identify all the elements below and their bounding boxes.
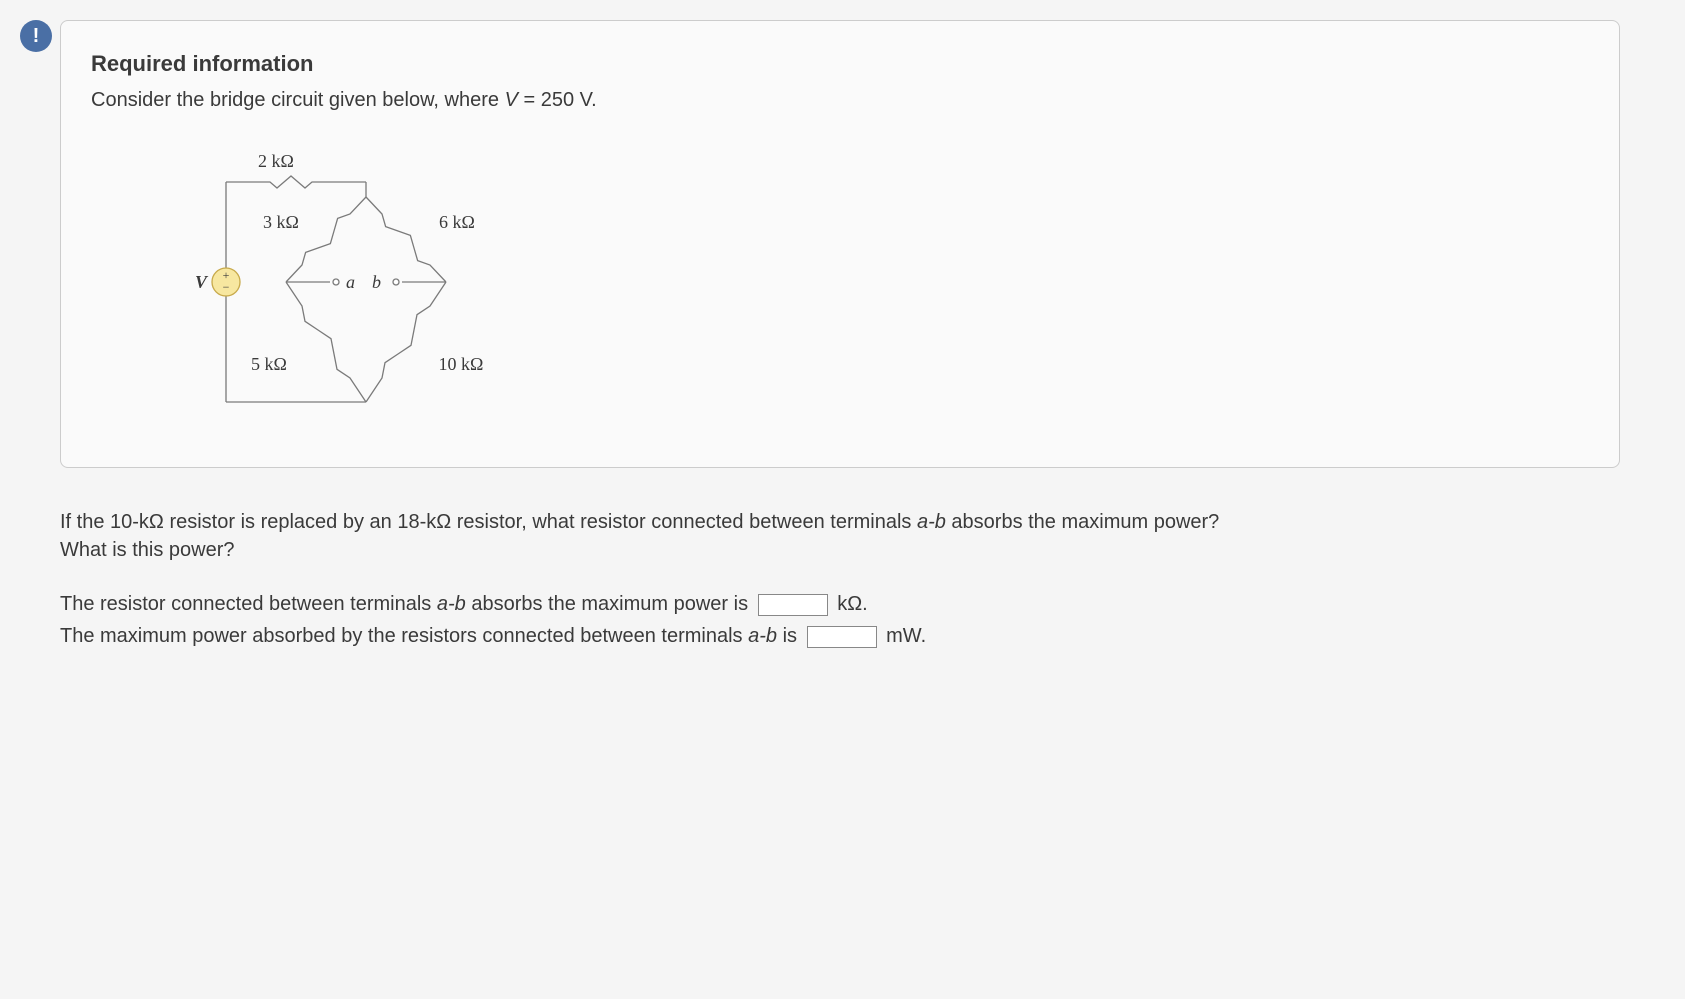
svg-text:V: V (195, 272, 209, 292)
alert-glyph: ! (33, 25, 40, 48)
desc-var: V (505, 89, 518, 111)
question-text: If the 10-kΩ resistor is replaced by an … (60, 508, 1620, 564)
svg-text:5 kΩ: 5 kΩ (251, 354, 287, 374)
svg-text:3 kΩ: 3 kΩ (263, 212, 299, 232)
q1a: If the 10-kΩ resistor is replaced by an … (60, 511, 917, 533)
svg-text:6 kΩ: 6 kΩ (439, 212, 475, 232)
svg-text:2 kΩ: 2 kΩ (258, 151, 294, 171)
ar-b: absorbs the maximum power is (466, 593, 754, 615)
desc-prefix: Consider the bridge circuit given below,… (91, 89, 505, 111)
svg-text:a: a (346, 272, 355, 292)
desc-eqv: = 250 V. (523, 89, 596, 111)
q2: What is this power? (60, 539, 235, 561)
alert-icon: ! (20, 20, 52, 52)
power-value-input[interactable] (807, 626, 877, 648)
card-description: Consider the bridge circuit given below,… (91, 89, 1589, 112)
resistor-value-input[interactable] (758, 594, 828, 616)
circuit-svg: +−V2 kΩ3 kΩ6 kΩ5 kΩ10 kΩab (121, 132, 541, 432)
circuit-diagram: +−V2 kΩ3 kΩ6 kΩ5 kΩ10 kΩab (121, 132, 1589, 437)
question-block: If the 10-kΩ resistor is replaced by an … (60, 508, 1620, 652)
q1b: absorbs the maximum power? (946, 511, 1219, 533)
ar-ital: a-b (437, 593, 466, 615)
svg-text:b: b (372, 272, 381, 292)
answer-resistor-line: The resistor connected between terminals… (60, 588, 1620, 620)
ap-a: The maximum power absorbed by the resist… (60, 625, 748, 647)
card-title: Required information (91, 51, 1589, 77)
svg-text:−: − (223, 280, 230, 294)
answer-power-line: The maximum power absorbed by the resist… (60, 620, 1620, 652)
svg-text:10 kΩ: 10 kΩ (439, 354, 484, 374)
ap-unit: mW. (886, 625, 926, 647)
info-card: Required information Consider the bridge… (60, 20, 1620, 468)
ap-ital: a-b (748, 625, 777, 647)
ap-b: is (777, 625, 803, 647)
ar-unit: kΩ. (837, 593, 868, 615)
ar-a: The resistor connected between terminals (60, 593, 437, 615)
q1ital: a-b (917, 511, 946, 533)
